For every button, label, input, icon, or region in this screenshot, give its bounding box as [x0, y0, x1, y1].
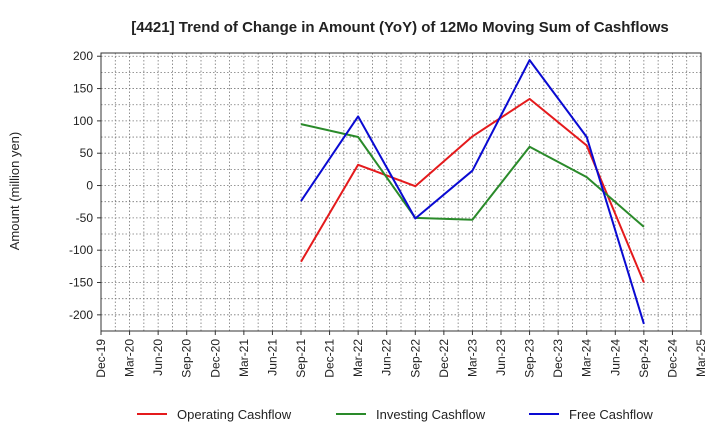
legend-label: Free Cashflow: [569, 407, 653, 422]
x-tick-label: Jun-23: [494, 339, 508, 376]
x-tick-label: Jun-21: [265, 339, 279, 376]
y-tick-label: 200: [73, 49, 93, 63]
x-tick-label: Dec-21: [323, 339, 337, 378]
x-tick-label: Sep-23: [523, 339, 537, 378]
y-axis-ticks: 200 150 100 50 0 -50 -100 -150 -200: [69, 49, 101, 322]
y-tick-label: -50: [76, 211, 94, 225]
series-lines: [300, 59, 645, 325]
x-tick-label: Jun-22: [380, 339, 394, 376]
y-tick-label: -150: [69, 276, 93, 290]
x-tick-label: Dec-20: [208, 339, 222, 378]
x-tick-label: Mar-25: [694, 339, 708, 377]
y-axis-label: Amount (million yen): [7, 132, 22, 251]
x-tick-label: Dec-24: [665, 339, 679, 378]
y-tick-label: -200: [69, 308, 93, 322]
x-tick-label: Sep-24: [637, 339, 651, 378]
x-axis-ticks: Dec-19 Mar-20 Jun-20 Sep-20 Dec-20 Mar-21 Jun-…: [94, 331, 708, 378]
x-tick-label: Mar-23: [465, 339, 479, 377]
x-tick-label: Mar-22: [351, 339, 365, 377]
x-tick-label: Mar-24: [580, 339, 594, 377]
legend: Operating Cashflow Investing Cashflow Free…: [137, 407, 653, 422]
grid-lines: [100, 53, 702, 332]
x-tick-label: Sep-21: [294, 339, 308, 378]
x-tick-label: Mar-20: [123, 339, 137, 377]
y-tick-label: 150: [73, 82, 93, 96]
y-tick-label: 50: [80, 146, 94, 160]
x-tick-label: Dec-22: [437, 339, 451, 378]
legend-label: Operating Cashflow: [177, 407, 292, 422]
legend-label: Investing Cashflow: [376, 407, 486, 422]
y-tick-label: 100: [73, 114, 93, 128]
x-tick-label: Dec-23: [551, 339, 565, 378]
x-tick-label: Sep-20: [180, 339, 194, 378]
free-cashflow-line: [300, 59, 645, 325]
x-tick-label: Sep-22: [408, 339, 422, 378]
investing-cashflow-line: [300, 123, 645, 228]
operating-cashflow-line: [300, 97, 645, 283]
x-tick-label: Jun-20: [151, 339, 165, 376]
plot-area-frame: [100, 52, 702, 332]
x-tick-label: Jun-24: [608, 339, 622, 376]
x-tick-label: Mar-21: [237, 339, 251, 377]
x-tick-label: Dec-19: [94, 339, 108, 378]
y-tick-label: -100: [69, 243, 93, 257]
y-tick-label: 0: [86, 179, 93, 193]
chart-title: [4421] Trend of Change in Amount (YoY) o…: [131, 19, 669, 36]
